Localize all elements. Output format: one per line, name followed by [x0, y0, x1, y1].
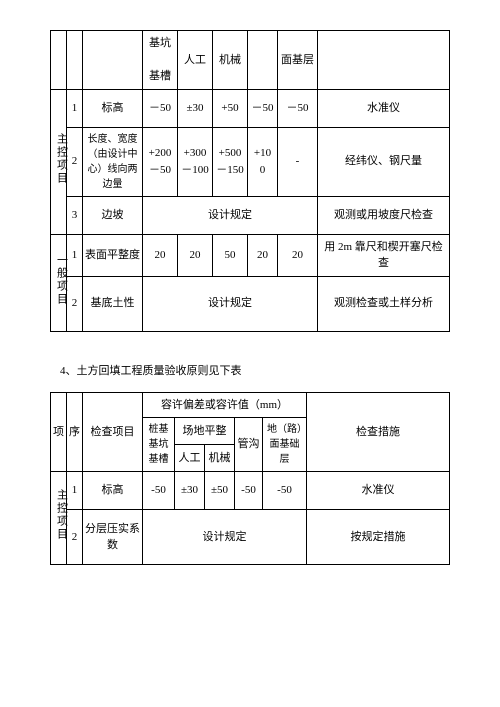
cell: 20 — [278, 234, 318, 276]
cell: - — [278, 127, 318, 196]
cell — [318, 31, 450, 90]
cell: ±30 — [175, 472, 205, 510]
cell: 场地平整 — [175, 418, 235, 445]
header-item: 检查项目 — [83, 392, 143, 472]
cell: 地（路）面基础层 — [263, 418, 307, 472]
cell: 人工 — [175, 445, 205, 472]
cell — [83, 31, 143, 90]
header-mianjiceng: 面基层 — [278, 31, 318, 90]
cell: 用 2m 靠尺和楔开塞尺检查 — [318, 234, 450, 276]
cell: -50 — [235, 472, 263, 510]
header-check: 检查措施 — [307, 392, 450, 472]
cell: 长度、宽度（由设计中心）线向两边量 — [83, 127, 143, 196]
cell: －50 — [248, 89, 278, 127]
cell: -50 — [143, 472, 175, 510]
group-zhukong: 主控项目 — [51, 89, 67, 234]
cell: 按规定措施 — [307, 510, 450, 565]
header-xiang: 项 — [51, 392, 67, 472]
cell: 3 — [67, 196, 83, 234]
header-tolerance: 容许偏差或容许值（mm） — [143, 392, 307, 418]
cell: 水准仪 — [318, 89, 450, 127]
cell: 桩基基坑基槽 — [143, 418, 175, 472]
cell: 1 — [67, 89, 83, 127]
cell: －50 — [278, 89, 318, 127]
cell: 分层压实系数 — [83, 510, 143, 565]
header-jikeng-jicao: 基坑基槽 — [143, 31, 178, 90]
header-xu: 序 — [67, 392, 83, 472]
cell: 20 — [178, 234, 213, 276]
cell: -50 — [263, 472, 307, 510]
table-1: 基坑基槽 人工 机械 面基层 主控项目 1 标高 －50 ±30 +50 －50… — [50, 30, 450, 332]
section-title: 4、土方回填工程质量验收原则见下表 — [60, 362, 450, 378]
cell: 20 — [248, 234, 278, 276]
cell: 观测检查或土样分析 — [318, 276, 450, 331]
table-2: 项 序 检查项目 容许偏差或容许值（mm） 检查措施 桩基基坑基槽 场地平整 管… — [50, 392, 450, 566]
group-yiban: 一般项目 — [51, 234, 67, 331]
group-zhukong: 主控项目 — [51, 472, 67, 565]
cell — [51, 31, 67, 90]
cell: 水准仪 — [307, 472, 450, 510]
cell: 观测或用坡度尺检查 — [318, 196, 450, 234]
cell: +200－50 — [143, 127, 178, 196]
cell: ±30 — [178, 89, 213, 127]
cell: 边坡 — [83, 196, 143, 234]
cell: 标高 — [83, 472, 143, 510]
cell: －50 — [143, 89, 178, 127]
cell: 经纬仪、钢尺量 — [318, 127, 450, 196]
cell: ±50 — [205, 472, 235, 510]
cell: +500－150 — [213, 127, 248, 196]
cell: 设计规定 — [143, 196, 318, 234]
cell: 基底土性 — [83, 276, 143, 331]
cell: 标高 — [83, 89, 143, 127]
cell: 50 — [213, 234, 248, 276]
cell: +50 — [213, 89, 248, 127]
cell — [67, 31, 83, 90]
cell: +300－100 — [178, 127, 213, 196]
cell: 设计规定 — [143, 276, 318, 331]
header-jixie: 机械 — [213, 31, 248, 90]
cell: 管沟 — [235, 418, 263, 472]
cell: 表面平整度 — [83, 234, 143, 276]
header-rengong: 人工 — [178, 31, 213, 90]
cell: 设计规定 — [143, 510, 307, 565]
cell: +100 — [248, 127, 278, 196]
cell — [248, 31, 278, 90]
cell: 20 — [143, 234, 178, 276]
cell: 机械 — [205, 445, 235, 472]
